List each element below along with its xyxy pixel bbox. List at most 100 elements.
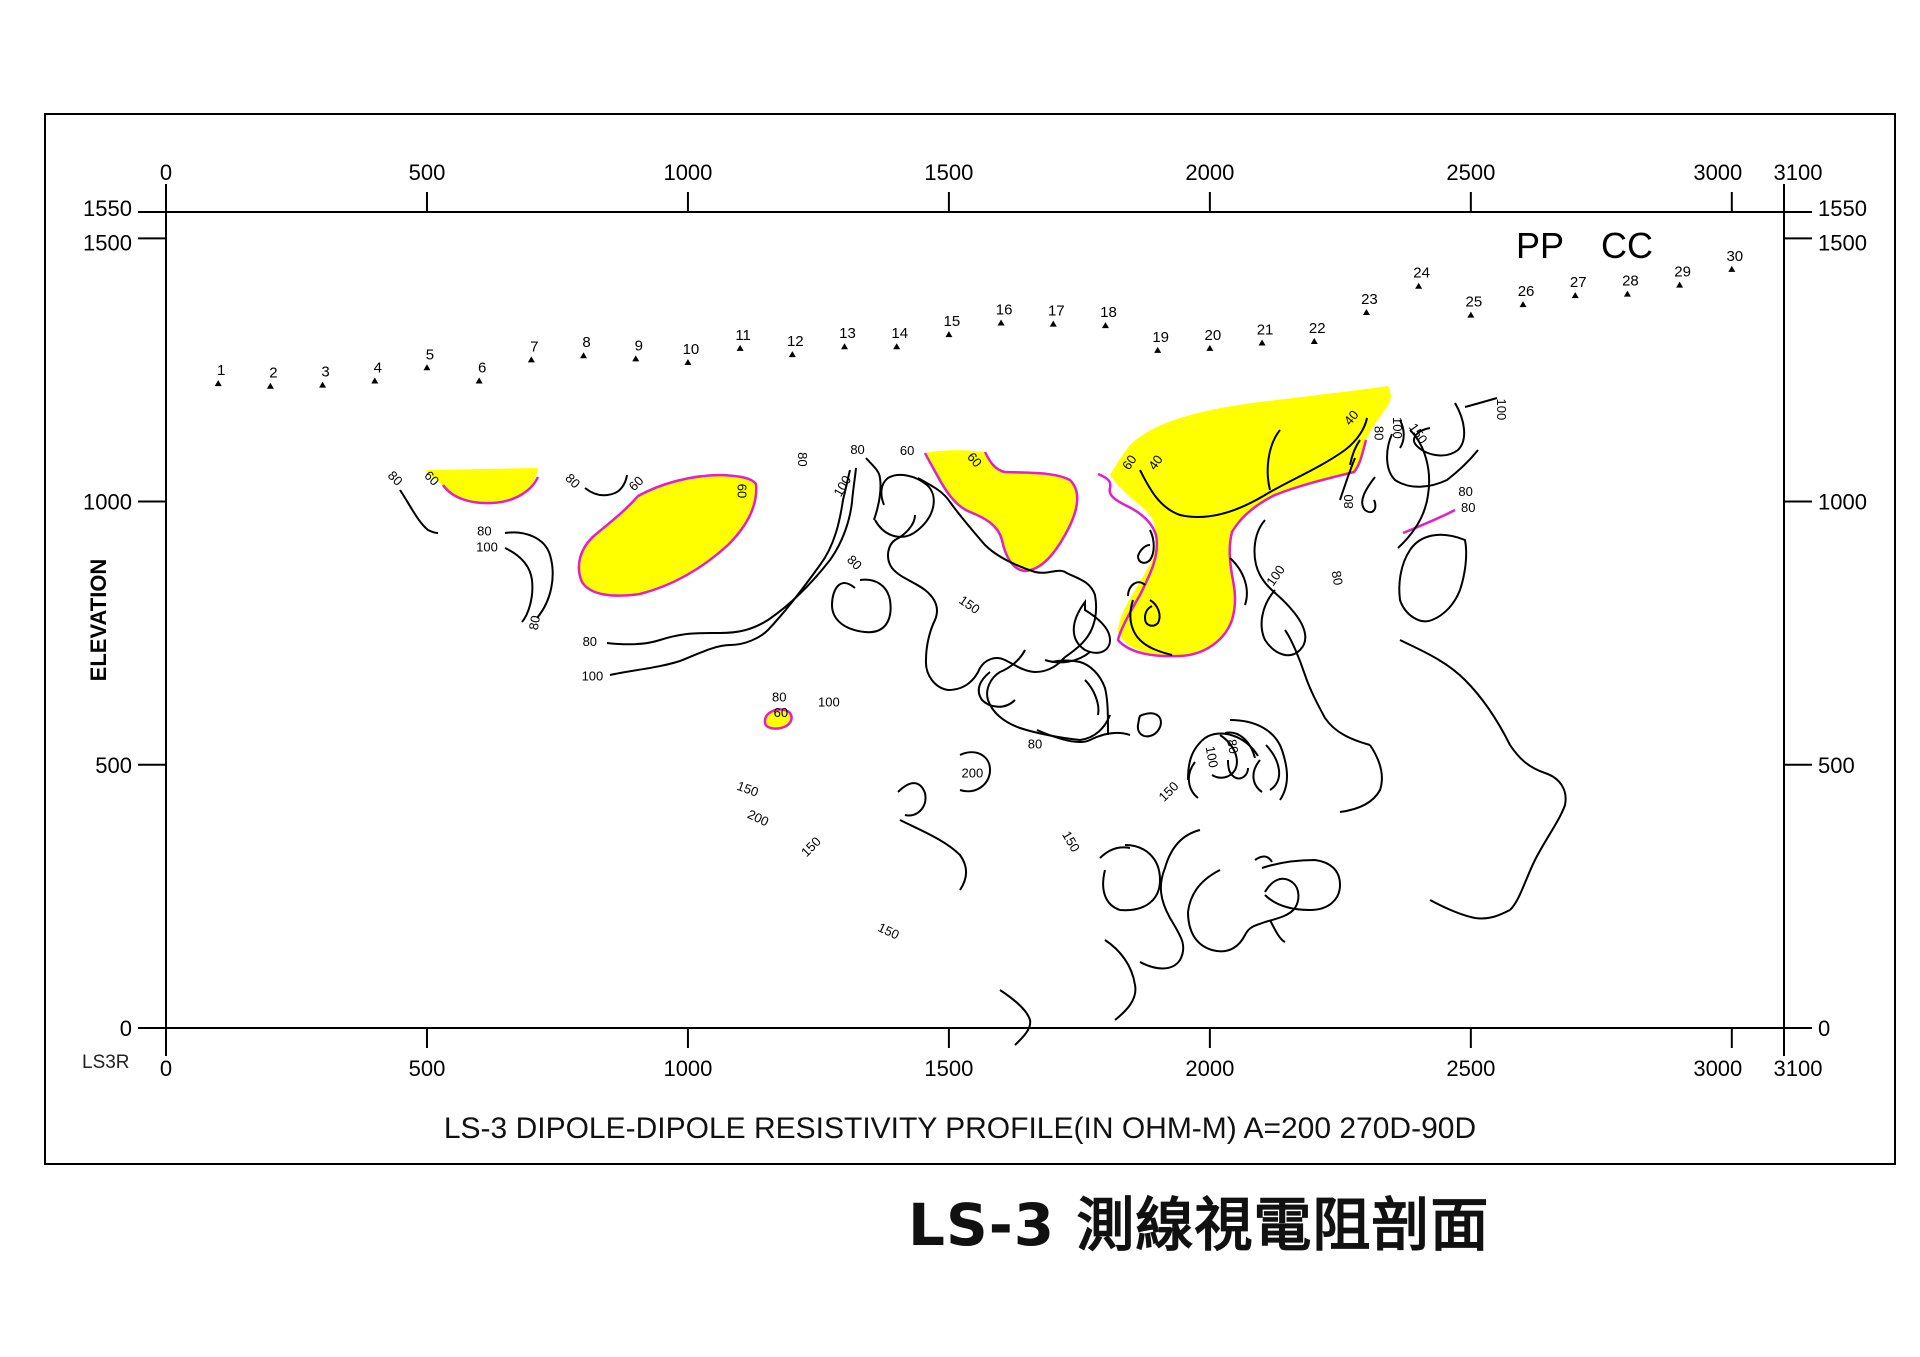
station-marker	[1676, 281, 1684, 288]
station-marker	[1206, 344, 1214, 351]
y-tick-label-left: 1000	[83, 490, 132, 515]
contour-line	[865, 457, 882, 521]
y-tick-label-left: 1500	[83, 230, 132, 255]
contour-line	[1224, 731, 1256, 759]
station-marker	[423, 364, 431, 371]
contour-label: 80	[1329, 570, 1346, 587]
contour-line	[1129, 599, 1173, 656]
contour-line	[1127, 581, 1146, 597]
contour-line	[1269, 919, 1286, 943]
contour-label: 150	[876, 920, 902, 943]
contour-line	[1399, 639, 1567, 911]
contour-label: 60	[900, 443, 914, 458]
anomaly-zone-3-outline	[923, 451, 1079, 573]
station-label: 18	[1100, 304, 1117, 321]
station-marker	[266, 382, 274, 389]
contour-line	[959, 751, 992, 793]
contour-label: 150	[798, 834, 824, 860]
contour-label: 150	[1155, 778, 1181, 804]
contour-label: 60	[774, 705, 788, 720]
contour-label: 80	[772, 689, 786, 704]
low-resistivity-zones	[426, 386, 1456, 730]
x-tick-label-top: 3100	[1774, 160, 1823, 185]
station-marker	[684, 359, 692, 366]
station-label: 26	[1518, 283, 1535, 300]
contour-label: 80	[526, 614, 543, 631]
x-tick-label-top: 3000	[1693, 160, 1742, 185]
contour-label: 100	[1203, 745, 1222, 769]
contour-line	[1284, 629, 1371, 746]
station-label: 1	[217, 362, 225, 379]
contour-line	[1186, 869, 1296, 953]
station-label: 30	[1726, 248, 1743, 265]
station-marker	[1049, 320, 1057, 327]
contour-line	[1412, 402, 1466, 457]
station-label: 23	[1361, 291, 1378, 308]
contour-line	[999, 989, 1032, 1046]
station-label: 14	[891, 325, 908, 342]
station-marker	[1101, 322, 1109, 329]
contour-label: 100	[1390, 417, 1405, 439]
station-marker	[580, 352, 588, 359]
station-label: 10	[683, 341, 700, 358]
anomaly-zone-3	[925, 450, 1078, 571]
contour-line	[1361, 476, 1377, 514]
line-id-label: LS3R	[82, 1052, 130, 1073]
station-label: 25	[1465, 294, 1482, 311]
anomaly-zone-1-outline	[441, 476, 540, 505]
station-label: 2	[269, 365, 277, 382]
contour-line	[1084, 679, 1100, 716]
station-marker	[1571, 292, 1579, 299]
contour-line	[1044, 651, 1091, 664]
contour-label: 200	[962, 766, 984, 781]
x-tick-label-top: 0	[160, 160, 172, 185]
station-marker	[788, 351, 796, 358]
contour-line	[897, 782, 927, 817]
figure-frame	[44, 113, 1896, 1165]
contour-line	[1051, 659, 1109, 736]
x-tick-label-top: 1500	[924, 160, 973, 185]
station-marker	[1728, 265, 1736, 272]
contour-label: 80	[1458, 484, 1472, 499]
contour-label: 150	[1406, 420, 1431, 446]
anomaly-zone-4-outline	[1097, 439, 1368, 658]
contour-label: 100	[830, 473, 854, 499]
chart-title: LS-3 DIPOLE-DIPOLE RESISTIVITY PROFILE(I…	[444, 1112, 1476, 1145]
anomaly-zone-4	[1110, 386, 1391, 656]
contour-label: 100	[1494, 399, 1509, 421]
anomaly-zone-5	[763, 708, 793, 730]
y-tick-label-right: 1550	[1818, 196, 1867, 221]
station-label: 7	[530, 338, 538, 355]
x-tick-label-bottom: 3100	[1774, 1056, 1823, 1081]
y-tick-label-left: 500	[95, 753, 132, 778]
y-tick-label-left: 1550	[83, 196, 132, 221]
contour-line	[1187, 732, 1259, 781]
y-tick-label-left: 0	[120, 1016, 132, 1041]
station-label: 19	[1152, 329, 1169, 346]
station-label: 9	[635, 337, 643, 354]
station-marker	[1310, 337, 1318, 344]
contour-label: 150	[956, 592, 982, 617]
station-marker	[736, 344, 744, 351]
contour-label: 80	[844, 552, 865, 573]
station-marker	[945, 331, 953, 338]
contour-line	[1072, 598, 1112, 654]
anomaly-zone-2	[577, 473, 758, 597]
axes: 0050050010001000150015002000200025002500…	[82, 160, 1867, 1145]
contour-line	[1349, 439, 1361, 466]
station-marker	[1467, 311, 1475, 318]
contour-line	[606, 467, 857, 646]
station-label: 11	[735, 327, 751, 344]
station-marker	[1362, 309, 1370, 316]
contour-line	[1211, 734, 1238, 779]
page-title: LS-3 測線視電阻剖面	[908, 1191, 1490, 1259]
contour-line	[1099, 846, 1131, 859]
contour-label: 100	[818, 695, 840, 710]
contour-label: 80	[562, 470, 583, 491]
contour-label: 60	[626, 473, 647, 494]
station-label: 27	[1570, 274, 1587, 291]
station-marker	[997, 319, 1005, 326]
contour-line	[1397, 429, 1431, 549]
contour-label: 40	[1145, 452, 1166, 472]
station-label: 16	[996, 302, 1013, 319]
